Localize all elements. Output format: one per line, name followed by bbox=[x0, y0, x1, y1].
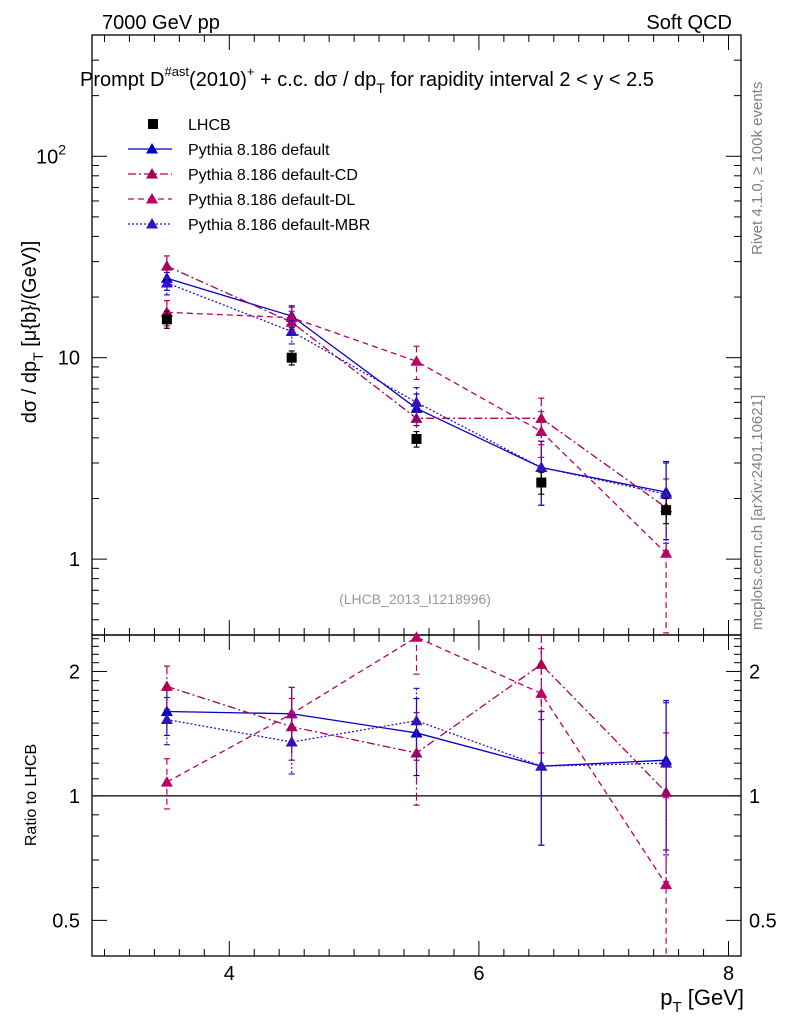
ratio-series-default bbox=[160, 686, 673, 851]
legend: LHCB Pythia 8.186 default Pythia 8.186 def… bbox=[128, 117, 370, 234]
legend-item-mbr: Pythia 8.186 default-MBR bbox=[128, 217, 370, 234]
main-axis-ticks: 1 10 102 bbox=[36, 34, 741, 635]
main-point-data bbox=[411, 433, 422, 444]
main-point-data bbox=[161, 314, 172, 325]
y-tick-label: 1 bbox=[69, 549, 80, 571]
y-tick-label: 102 bbox=[36, 141, 66, 168]
ratio-y-tick-label: 0.5 bbox=[52, 910, 80, 932]
main-series-data bbox=[161, 310, 672, 525]
ratio-y-tick-label-right: 0.5 bbox=[749, 910, 777, 932]
header-right: Soft QCD bbox=[646, 12, 732, 34]
main-point-data bbox=[286, 352, 297, 363]
main-line-default bbox=[166, 277, 667, 493]
legend-label-dl: Pythia 8.186 default-DL bbox=[188, 192, 355, 209]
ratio-series-dl bbox=[160, 631, 673, 956]
ratio-y-tick-label-right: 2 bbox=[749, 661, 760, 683]
ratio-y-tick-label: 1 bbox=[69, 786, 80, 808]
ratio-point-mbr bbox=[535, 760, 548, 771]
main-point-dl bbox=[535, 425, 548, 437]
rivet-version-label: Rivet 4.1.0, ≥ 100k events bbox=[749, 82, 766, 255]
main-series-group bbox=[160, 255, 673, 634]
main-point-mbr bbox=[410, 396, 423, 407]
main-point-mbr bbox=[285, 325, 298, 336]
ratio-point-dl bbox=[160, 776, 173, 787]
legend-item-data: LHCB bbox=[148, 117, 231, 134]
main-point-mbr bbox=[160, 276, 173, 288]
legend-marker-mbr bbox=[146, 218, 158, 229]
main-point-data bbox=[536, 477, 547, 488]
x-tick-label: 6 bbox=[473, 963, 484, 985]
main-series-mbr bbox=[160, 271, 673, 544]
analysis-watermark: (LHCB_2013_I1218996) bbox=[339, 591, 491, 607]
ratio-point-mbr bbox=[660, 757, 673, 768]
ratio-point-dl bbox=[660, 878, 673, 890]
y-tick-label: 10 bbox=[58, 348, 80, 370]
x-tick-label: 4 bbox=[224, 963, 235, 985]
mcplots-label: mcplots.cern.ch [arXiv:2401.10621] bbox=[749, 395, 766, 630]
main-point-mbr bbox=[535, 461, 548, 472]
y-axis-label: dσ / dpT [μ{b}/(GeV)] bbox=[19, 241, 46, 424]
ratio-point-dl bbox=[410, 631, 423, 642]
ratio-y-tick-label-right: 1 bbox=[749, 786, 760, 808]
ratio-point-mbr bbox=[160, 713, 173, 725]
legend-label-default: Pythia 8.186 default bbox=[188, 142, 330, 159]
legend-marker-dl bbox=[146, 193, 158, 204]
x-axis-label: pT [GeV] bbox=[660, 985, 744, 1016]
ratio-point-cd bbox=[160, 680, 173, 691]
ratio-point-cd bbox=[410, 746, 423, 758]
main-point-dl bbox=[660, 547, 673, 558]
main-point-data bbox=[661, 505, 672, 516]
ratio-y-axis-label: Ratio to LHCB bbox=[23, 744, 40, 846]
legend-label-cd: Pythia 8.186 default-CD bbox=[188, 167, 358, 184]
ratio-point-dl bbox=[535, 687, 548, 698]
ratio-axis-ticks: 4 6 8 0.5 0.5 1 1 2 2 bbox=[52, 635, 777, 985]
main-point-cd bbox=[160, 260, 173, 271]
header-left: 7000 GeV pp bbox=[102, 12, 220, 34]
x-tick-label: 8 bbox=[723, 963, 734, 985]
main-point-dl bbox=[285, 311, 298, 323]
main-line-cd bbox=[166, 265, 667, 509]
legend-item-dl: Pythia 8.186 default-DL bbox=[128, 192, 355, 209]
ratio-point-dl bbox=[285, 707, 298, 719]
legend-item-default: Pythia 8.186 default bbox=[128, 142, 330, 159]
ratio-series-group bbox=[160, 631, 673, 956]
main-point-dl bbox=[410, 355, 423, 366]
legend-marker-default bbox=[146, 143, 158, 154]
chart-title: Prompt D#ast(2010)+ + c.c. dσ / dpT for … bbox=[80, 64, 654, 96]
legend-item-cd: Pythia 8.186 default-CD bbox=[128, 167, 358, 184]
legend-marker-cd bbox=[146, 168, 158, 179]
ratio-point-mbr bbox=[410, 714, 423, 726]
ratio-line-dl bbox=[166, 636, 667, 886]
ratio-y-tick-label: 2 bbox=[69, 661, 80, 683]
ratio-point-mbr bbox=[285, 736, 298, 747]
legend-label-mbr: Pythia 8.186 default-MBR bbox=[188, 217, 370, 234]
main-series-dl bbox=[160, 300, 673, 634]
ratio-series-mbr bbox=[160, 687, 673, 856]
ratio-point-cd bbox=[285, 720, 298, 732]
legend-label-data: LHCB bbox=[188, 117, 231, 134]
main-point-mbr bbox=[660, 488, 673, 499]
legend-marker-data bbox=[148, 119, 158, 129]
